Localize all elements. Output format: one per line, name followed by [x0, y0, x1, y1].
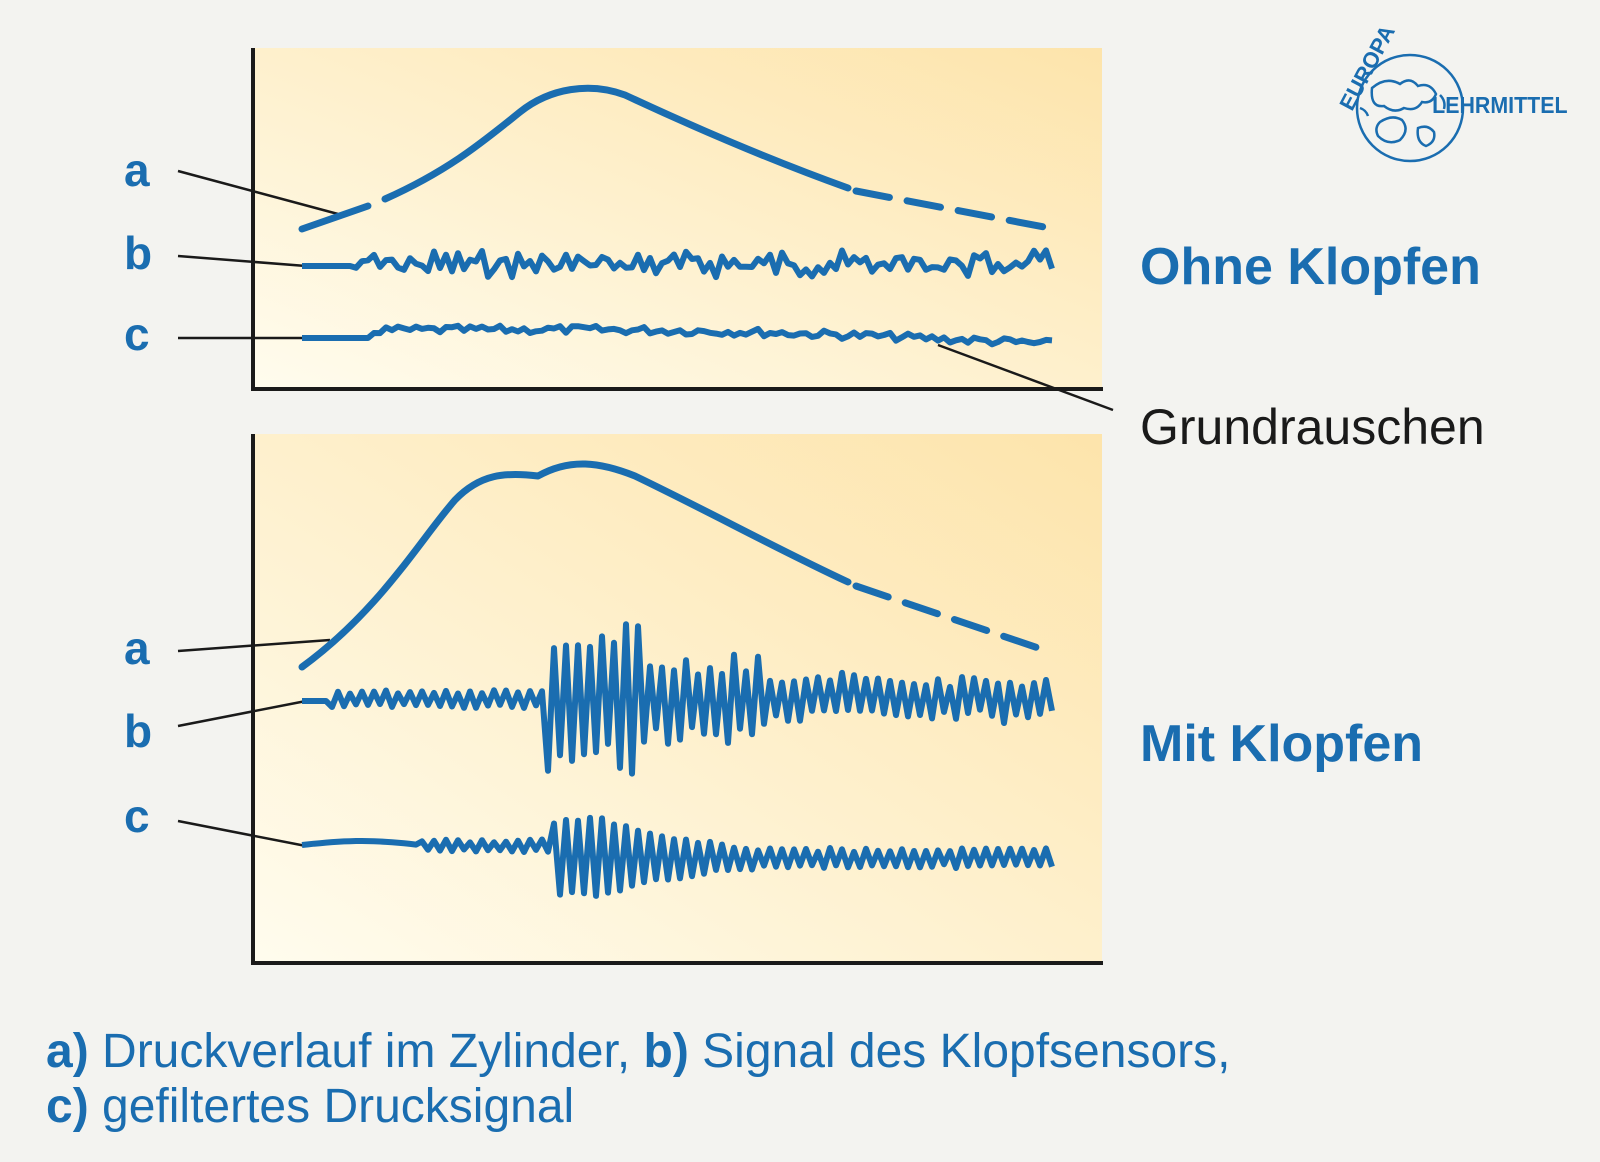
bottom-label-b: b — [124, 705, 152, 757]
grundrauschen-label: Grundrauschen — [1140, 399, 1485, 455]
bottom-trace-a-pressure — [298, 460, 1048, 671]
top-panel: a b c Ohne Klopfen — [124, 48, 1481, 391]
bottom-label-a: a — [124, 622, 150, 674]
europa-lehrmittel-logo: EUROPA LEHRMITTEL — [1334, 21, 1568, 163]
bottom-trace-c-filtered-pressure — [301, 814, 1055, 899]
bottom-panel-axes — [251, 434, 1103, 965]
caption-line-1: a) Druckverlauf im Zylinder, b) Signal d… — [46, 1025, 1230, 1078]
top-trace-c-filtered-pressure — [302, 322, 1053, 348]
top-leader-b — [177, 254, 307, 268]
caption-line-2: c) gefiltertes Drucksignal — [46, 1080, 574, 1133]
top-trace-a-pressure — [298, 84, 1048, 233]
caption-text-b: Signal des Klopfsensors, — [689, 1025, 1231, 1078]
caption-key-b: b) — [644, 1025, 689, 1078]
grundrauschen-annotation: Grundrauschen — [937, 343, 1485, 455]
bottom-leader-c — [177, 819, 307, 848]
bottom-leader-lines — [177, 638, 331, 848]
bottom-leader-a — [177, 638, 331, 653]
top-leader-a — [177, 169, 339, 216]
bottom-trace-a-dashed-tail — [852, 582, 1048, 654]
caption: a) Druckverlauf im Zylinder, b) Signal d… — [46, 1025, 1230, 1133]
globe-icon — [1355, 53, 1465, 163]
grundrauschen-leader — [937, 343, 1114, 412]
top-panel-axes — [251, 48, 1103, 391]
caption-text-a: Druckverlauf im Zylinder, — [89, 1025, 644, 1078]
top-label-b: b — [124, 227, 152, 279]
top-trace-a-dashed-tail — [852, 187, 1048, 231]
logo-text-europa: EUROPA — [1334, 21, 1400, 114]
top-label-c: c — [124, 308, 150, 360]
bottom-side-label: Mit Klopfen — [1140, 715, 1423, 773]
logo-text-lehrmittel: LEHRMITTEL — [1432, 92, 1567, 118]
caption-key-c: c) — [46, 1080, 89, 1133]
top-label-a: a — [124, 144, 150, 196]
bottom-trace-b-knock-sensor — [302, 621, 1055, 777]
bottom-leader-b — [177, 699, 307, 728]
caption-text-c: gefiltertes Drucksignal — [89, 1080, 575, 1133]
bottom-panel: a b c Mit Klopfen — [124, 434, 1423, 965]
caption-key-a: a) — [46, 1025, 89, 1078]
top-leader-lines — [177, 169, 339, 340]
bottom-label-c: c — [124, 790, 150, 842]
top-side-label: Ohne Klopfen — [1140, 238, 1481, 296]
top-trace-b-knock-sensor — [302, 247, 1055, 281]
